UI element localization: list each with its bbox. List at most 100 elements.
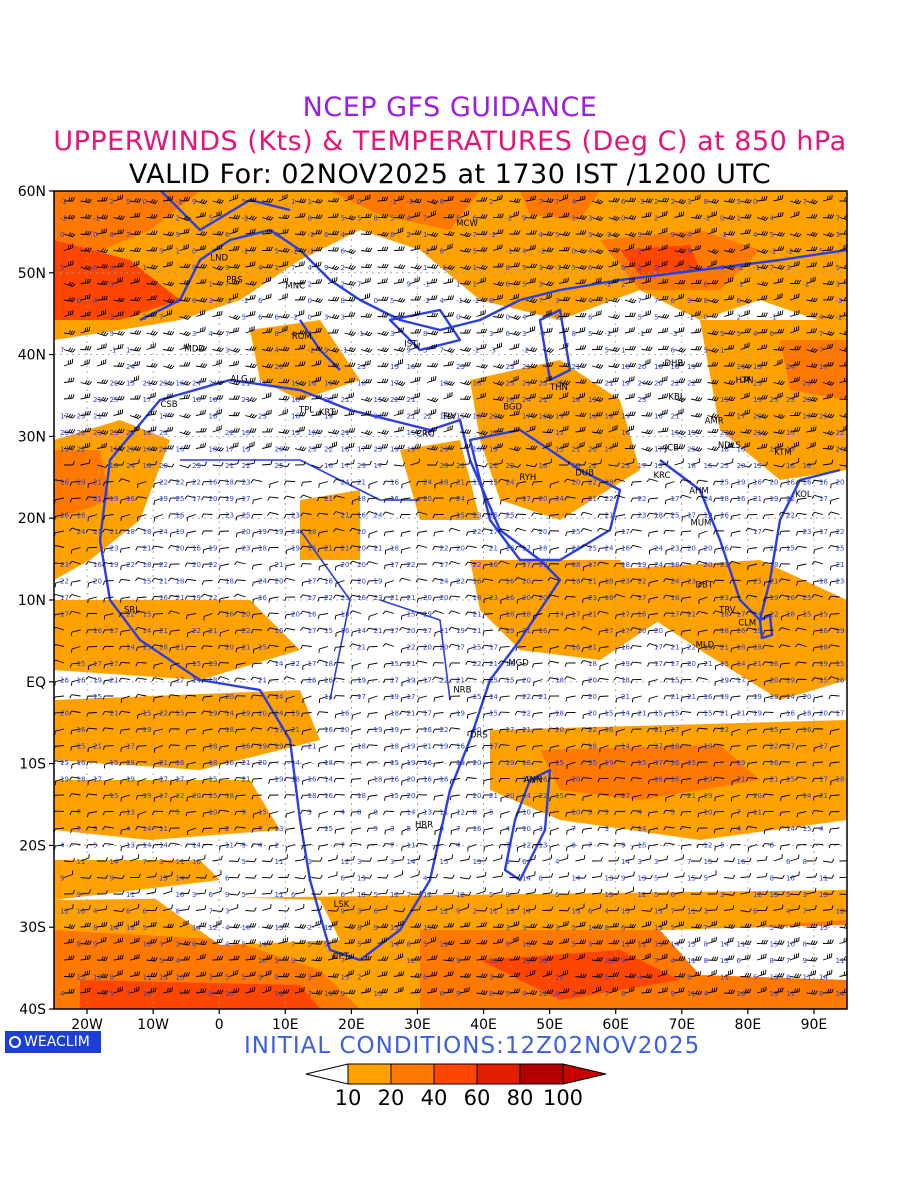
- temperature-value: 14: [324, 693, 333, 701]
- wind-barb: [179, 228, 190, 235]
- temperature-value: 5: [654, 875, 658, 883]
- temperature-value: 11: [440, 809, 449, 817]
- temperature-value: 14: [291, 759, 300, 767]
- station-tlv: TLV: [441, 412, 457, 422]
- wind-barb: [806, 261, 817, 268]
- wind-barb: [740, 261, 751, 268]
- temperature-value: 7: [654, 297, 658, 305]
- temperature-value: 10: [258, 957, 267, 965]
- temperature-value: 7: [671, 908, 675, 916]
- temperature-value: 20: [209, 495, 218, 503]
- lat-label: EQ: [26, 675, 46, 691]
- temperature-value: 7: [539, 198, 543, 206]
- temperature-value: 0: [374, 297, 378, 305]
- temperature-value: 8: [308, 215, 312, 223]
- temperature-value: 21: [176, 644, 185, 652]
- temperature-value: 16: [341, 627, 350, 635]
- temperature-value: 18: [77, 776, 86, 784]
- temperature-value: 18: [209, 743, 218, 751]
- wind-barb: [113, 215, 125, 221]
- wind-barb: [377, 246, 389, 251]
- temperature-value: 8: [93, 924, 97, 932]
- temperature-value: 5: [704, 875, 708, 883]
- temperature-value: 4: [126, 825, 131, 833]
- temperature-value: 6: [341, 875, 346, 883]
- temperature-value: 19: [77, 479, 86, 487]
- temperature-value: 15: [803, 611, 812, 619]
- temperature-value: 21: [489, 545, 498, 553]
- temperature-value: 17: [110, 660, 119, 668]
- temperature-value: 24: [522, 396, 531, 404]
- temperature-value: 7: [291, 941, 295, 949]
- temperature-value: 16: [539, 413, 548, 421]
- temperature-value: 21: [258, 677, 267, 685]
- temperature-value: 5: [737, 198, 741, 206]
- temperature-value: 6: [671, 297, 676, 305]
- temperature-value: 5: [605, 974, 609, 982]
- temperature-value: 15: [836, 545, 845, 553]
- temperature-value: 16: [357, 512, 366, 520]
- temperature-value: -2: [60, 215, 67, 223]
- lat-label: 30N: [18, 429, 46, 445]
- wind-barb: [327, 247, 340, 252]
- temperature-value: 23: [803, 380, 812, 388]
- temperature-value: 16: [671, 776, 680, 784]
- temperature-value: 22: [506, 462, 515, 470]
- temperature-value: 16: [324, 677, 333, 685]
- temperature-value: 18: [440, 479, 449, 487]
- temperature-value: 18: [605, 479, 614, 487]
- wind-barb: [129, 247, 142, 253]
- temperature-value: 16: [456, 743, 465, 751]
- temperature-value: 9: [555, 314, 559, 322]
- temperature-value: 4: [555, 858, 560, 866]
- temperature-value: 16: [324, 462, 333, 470]
- wind-barb: [195, 211, 207, 218]
- temperature-value: 16: [126, 495, 135, 503]
- wind-barb: [476, 214, 488, 219]
- temperature-value: 5: [770, 231, 774, 239]
- temperature-value: 2: [176, 297, 180, 305]
- temperature-value: -2: [308, 347, 315, 355]
- temperature-value: 24: [572, 545, 581, 553]
- wind-barb: [657, 227, 668, 235]
- temperature-value: 25: [621, 462, 630, 470]
- temperature-value: 22: [786, 495, 795, 503]
- wind-barb: [459, 247, 472, 253]
- temperature-value: 7: [803, 198, 807, 206]
- temperature-value: 23: [93, 429, 102, 437]
- temperature-value: 15: [555, 446, 564, 454]
- wind-barb: [228, 214, 241, 220]
- temperature-value: 11: [126, 891, 135, 899]
- temperature-value: 14: [522, 792, 531, 800]
- temperature-value: 4: [407, 215, 412, 223]
- temperature-value: 6: [671, 891, 676, 899]
- wind-barb: [443, 264, 455, 270]
- temperature-value: 8: [687, 974, 691, 982]
- temperature-value: 3: [605, 825, 609, 833]
- temperature-value: 23: [291, 512, 300, 520]
- temperature-value: 20: [506, 792, 515, 800]
- temperature-value: 20: [242, 528, 251, 536]
- temperature-value: 22: [489, 413, 498, 421]
- temperature-value: 16: [786, 594, 795, 602]
- temperature-value: 3: [836, 281, 840, 289]
- temperature-value: 23: [374, 446, 383, 454]
- temperature-value: 6: [143, 908, 148, 916]
- wind-barb: [789, 232, 802, 238]
- temperature-value: 22: [209, 561, 218, 569]
- temperature-value: 20: [225, 693, 234, 701]
- wind-barb: [558, 246, 570, 252]
- wind-barb: [723, 215, 736, 221]
- temperature-value: 18: [176, 578, 185, 586]
- temperature-value: 11: [786, 990, 795, 998]
- temperature-value: 16: [341, 710, 350, 718]
- temperature-value: 18: [687, 462, 696, 470]
- temperature-value: 14: [390, 941, 399, 949]
- temperature-value: 24: [605, 545, 614, 553]
- temperature-value: 9: [374, 924, 378, 932]
- temperature-value: 20: [176, 545, 185, 553]
- temperature-value: 7: [357, 281, 361, 289]
- station-lnd: LND: [210, 254, 228, 264]
- temperature-value: 19: [621, 380, 630, 388]
- temperature-value: 16: [209, 413, 218, 421]
